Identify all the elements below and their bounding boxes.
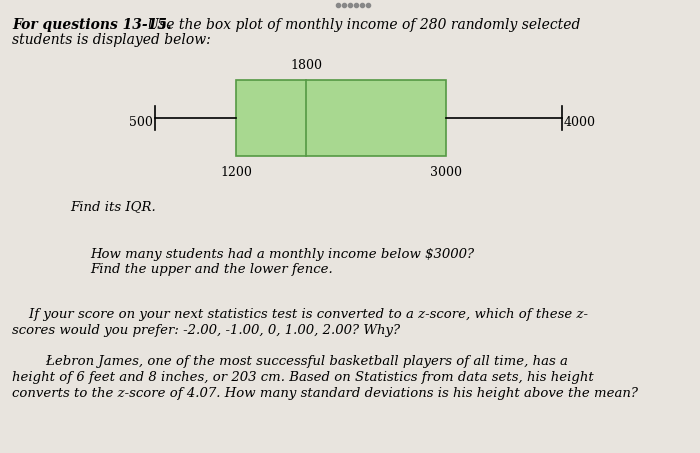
Text: How many students had a monthly income below $3000?
Find the upper and the lower: How many students had a monthly income b… [90,248,474,276]
Text: scores would you prefer: -2.00, -1.00, 0, 1.00, 2.00? Why?: scores would you prefer: -2.00, -1.00, 0… [12,324,400,337]
Text: Łebron James, one of the most successful basketball players of all time, has a: Łebron James, one of the most successful… [12,355,568,368]
Text: converts to the z-score of 4.07. How many standard deviations is his height abov: converts to the z-score of 4.07. How man… [12,387,638,400]
Text: 1200: 1200 [220,166,252,179]
Text: For questions 13-15.: For questions 13-15. [12,18,172,32]
Text: 1800: 1800 [290,59,322,72]
Text: Find its IQR.: Find its IQR. [70,200,155,213]
Text: 500: 500 [129,116,153,129]
Text: Use the box plot of monthly income of 280 randomly selected: Use the box plot of monthly income of 28… [143,18,580,32]
Text: students is displayed below:: students is displayed below: [12,33,211,47]
Bar [237,80,446,156]
Text: 4000: 4000 [564,116,596,129]
Text: height of 6 feet and 8 inches, or 203 cm. Based on Statistics from data sets, hi: height of 6 feet and 8 inches, or 203 cm… [12,371,594,384]
Text: 3000: 3000 [430,166,461,179]
Text: If your score on your next statistics test is converted to a z-score, which of t: If your score on your next statistics te… [12,308,588,321]
